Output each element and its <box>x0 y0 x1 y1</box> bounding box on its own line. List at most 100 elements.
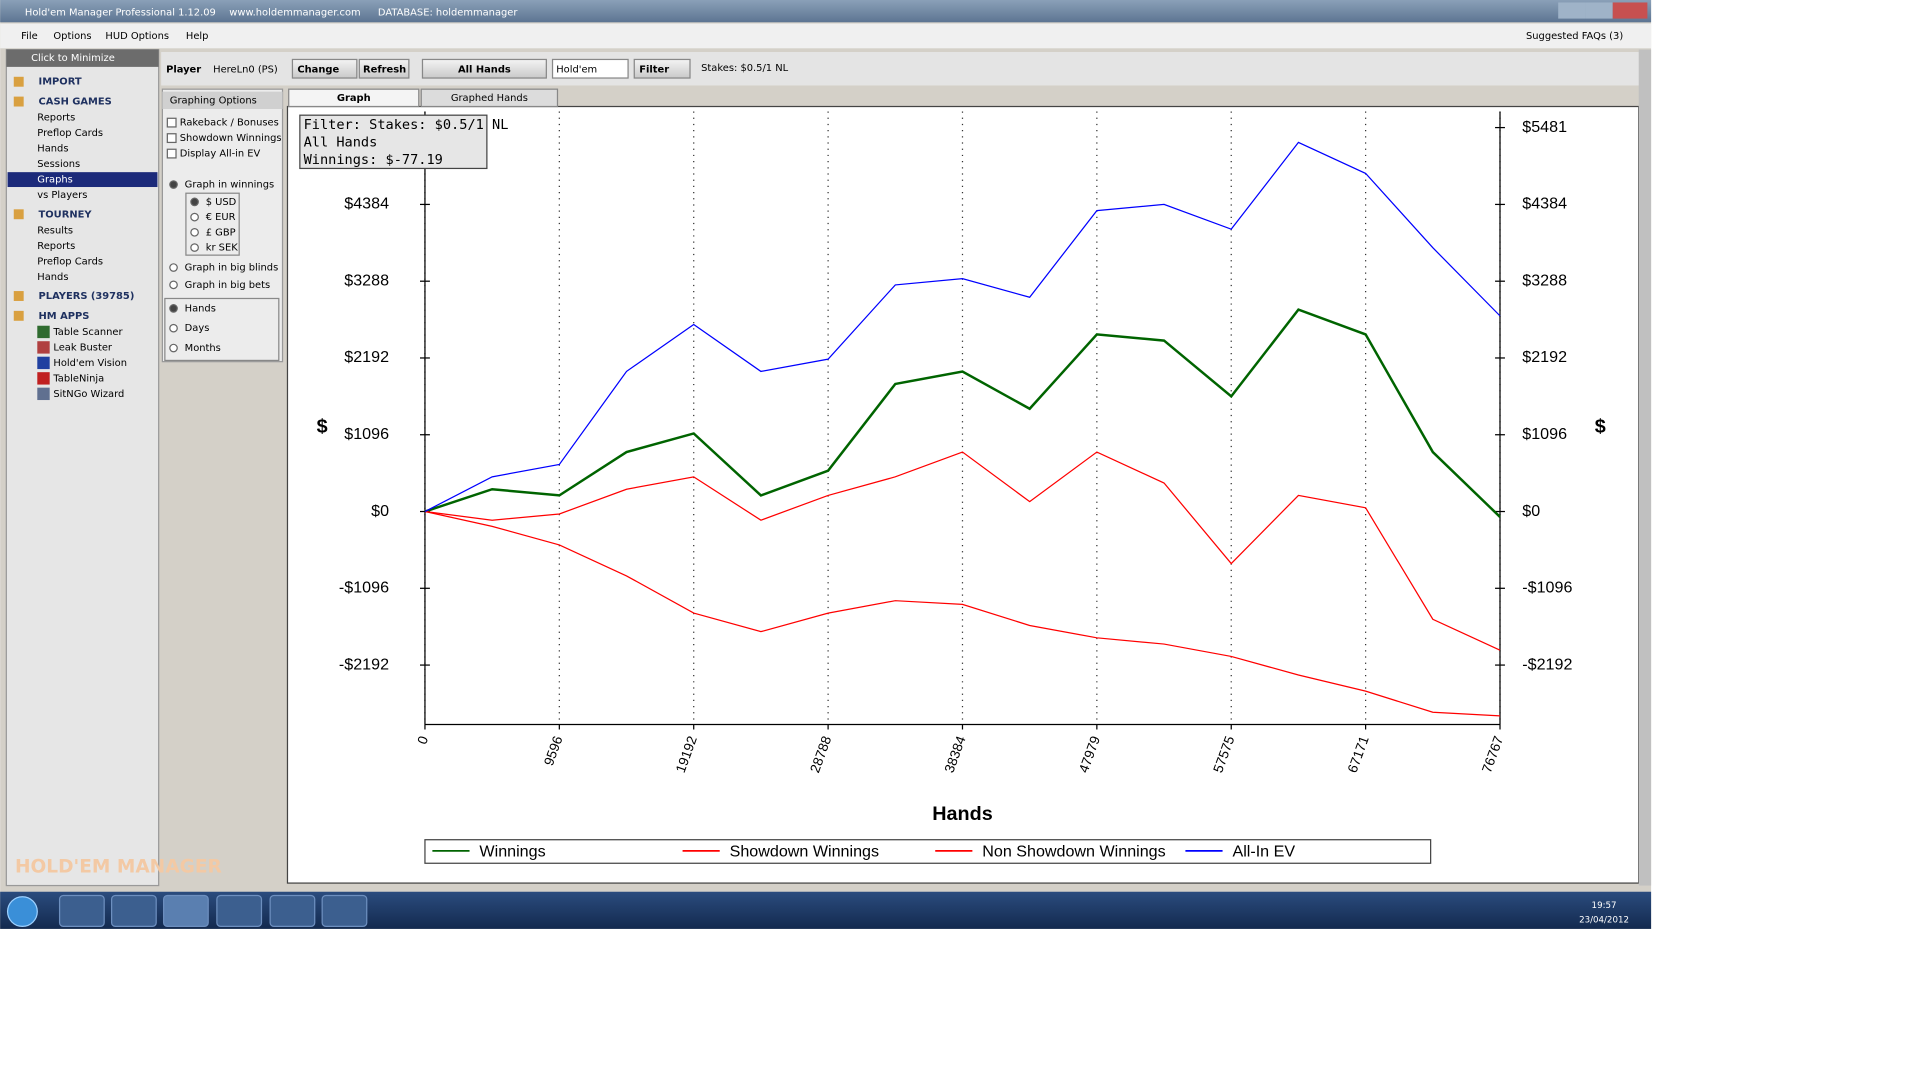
section-title[interactable]: IMPORT <box>39 77 82 88</box>
legend-label: All-In EV <box>1232 842 1295 860</box>
section-icon <box>13 209 24 220</box>
radio-label[interactable]: $ USD <box>206 197 237 208</box>
url: www.holdemmanager.com <box>229 7 360 18</box>
tab-label[interactable]: Graph <box>337 93 371 104</box>
clock-time: 19:57 <box>1592 901 1617 911</box>
app-icon <box>37 341 50 354</box>
nav-item[interactable]: Preflop Cards <box>37 128 103 139</box>
taskbar-app[interactable] <box>321 894 368 928</box>
y-tick-label: $2192 <box>344 348 389 366</box>
filter-label[interactable]: Filter <box>639 64 669 75</box>
taskbar-app[interactable] <box>269 894 316 928</box>
radio-label[interactable]: Months <box>185 343 221 354</box>
nav-item[interactable]: Hands <box>37 272 68 283</box>
nav-item[interactable]: Sessions <box>37 159 80 170</box>
nav-item[interactable]: Reports <box>37 113 75 124</box>
radio-label[interactable]: £ GBP <box>206 227 236 238</box>
radio[interactable] <box>190 228 199 237</box>
taskbar-app[interactable] <box>163 894 209 928</box>
tab[interactable] <box>420 88 559 108</box>
nav-item[interactable]: Table Scanner <box>52 327 123 338</box>
frame-edge <box>1638 49 1652 886</box>
filter-line: Filter: Stakes: $0.5/1 NL <box>304 117 509 133</box>
radio-label[interactable]: kr SEK <box>206 243 238 254</box>
nav-item[interactable]: Hold'em Vision <box>53 358 127 369</box>
radio[interactable] <box>169 180 178 189</box>
section-title[interactable]: TOURNEY <box>39 209 93 220</box>
all-hands-label[interactable]: All Hands <box>458 64 511 75</box>
radio-label[interactable]: € EUR <box>206 212 236 223</box>
nav-item[interactable]: vs Players <box>37 190 87 201</box>
nav-item[interactable]: Reports <box>37 241 75 252</box>
taskbar-app[interactable] <box>58 894 105 928</box>
legend-label: Non Showdown Winnings <box>982 842 1165 860</box>
minimize-button[interactable] <box>1558 2 1586 19</box>
stakes: Stakes: $0.5/1 NL <box>701 63 788 74</box>
nav-item[interactable]: Hands <box>37 144 68 155</box>
menu-item[interactable]: HUD Options <box>105 31 169 42</box>
nav-item[interactable]: SitNGo Wizard <box>53 389 124 400</box>
radio[interactable] <box>169 263 178 272</box>
maximize-button[interactable] <box>1585 2 1613 19</box>
tab-label[interactable]: Graphed Hands <box>451 93 528 104</box>
radio[interactable] <box>190 212 199 222</box>
faqs[interactable]: Suggested FAQs (3) <box>1526 31 1623 42</box>
game-label[interactable]: Hold'em <box>556 64 597 75</box>
nav-item[interactable]: TableNinja <box>52 373 104 384</box>
logo: HOLD'EM MANAGER <box>15 856 222 877</box>
minimize-bar[interactable] <box>6 49 159 67</box>
series-line <box>424 308 1501 518</box>
all-hands-button[interactable] <box>421 58 547 79</box>
nav-item[interactable]: Preflop Cards <box>37 256 103 267</box>
radio-label[interactable]: Days <box>185 323 210 334</box>
section-title[interactable]: CASH GAMES <box>39 97 112 108</box>
minimize-text[interactable]: Click to Minimize <box>31 53 115 64</box>
player-label: Player <box>166 64 201 75</box>
radio[interactable] <box>190 243 199 252</box>
nav-item[interactable]: Results <box>37 225 73 236</box>
series-line <box>424 510 1501 717</box>
y-tick-label: $0 <box>371 502 389 520</box>
radio[interactable] <box>169 280 178 290</box>
tab[interactable] <box>288 88 420 108</box>
radio[interactable] <box>169 323 178 333</box>
refresh-button[interactable] <box>358 58 410 79</box>
checkbox[interactable] <box>166 133 177 144</box>
taskbar-app[interactable] <box>110 894 157 928</box>
y-tick-label: $1096 <box>344 425 389 443</box>
menu-item[interactable]: File <box>21 31 38 42</box>
y-tick-label-right: $2192 <box>1522 348 1567 366</box>
radio-label[interactable]: Graph in big blinds <box>185 263 279 274</box>
y-tick-label: $3288 <box>344 271 389 289</box>
menu-item[interactable]: Options <box>53 31 91 42</box>
nav-item[interactable]: Leak Buster <box>53 342 113 353</box>
taskbar-app[interactable] <box>216 894 263 928</box>
refresh-label[interactable]: Refresh <box>363 64 406 75</box>
radio-label[interactable]: Graph in big bets <box>185 280 271 291</box>
legend-label: Showdown Winnings <box>730 842 879 860</box>
checkbox[interactable] <box>166 148 177 159</box>
section-title[interactable]: HM APPS <box>39 311 90 322</box>
y-axis-label: $ <box>317 416 328 438</box>
checkbox[interactable] <box>166 117 177 128</box>
radio[interactable] <box>169 304 178 313</box>
filter-line: All Hands <box>304 134 378 150</box>
checkbox-label[interactable]: Display All-in EV <box>180 149 261 160</box>
radio[interactable] <box>169 343 178 353</box>
radio-label[interactable]: Graph in winnings <box>185 180 274 191</box>
game-select[interactable] <box>551 58 629 79</box>
filter-button[interactable] <box>633 58 691 79</box>
radio[interactable] <box>190 197 199 207</box>
checkbox-label[interactable]: Rakeback / Bonuses <box>180 118 279 129</box>
nav-item[interactable]: Graphs <box>37 175 73 186</box>
filter-line: Winnings: $-77.19 <box>304 152 443 168</box>
change-label[interactable]: Change <box>297 64 339 75</box>
section-title[interactable]: PLAYERS (39785) <box>39 291 135 302</box>
change-button[interactable] <box>291 58 358 79</box>
radio-label[interactable]: Hands <box>185 303 216 314</box>
menu-item[interactable]: Help <box>186 31 209 42</box>
close-button[interactable] <box>1612 2 1648 19</box>
y-tick-label-right: $0 <box>1522 502 1540 520</box>
checkbox-label[interactable]: Showdown Winnings <box>180 133 282 144</box>
start-button[interactable] <box>6 896 38 928</box>
